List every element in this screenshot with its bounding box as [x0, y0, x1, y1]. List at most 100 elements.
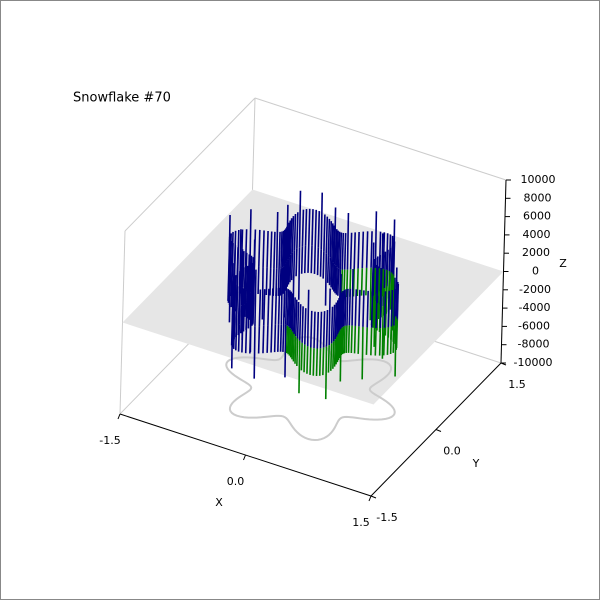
surface-strip: [311, 209, 314, 246]
surface-strip: [258, 289, 262, 327]
z-tick-label: 8000: [524, 191, 552, 204]
surface-strip: [292, 250, 296, 279]
surface-strip: [241, 325, 244, 353]
x-tick-label: -1.5: [99, 434, 120, 447]
zero-plane: [122, 189, 504, 405]
surface-strip: [395, 318, 398, 347]
surface-strip: [376, 303, 379, 331]
surface-strip: [288, 328, 291, 356]
surface-strip: [332, 341, 335, 369]
surface-strip: [356, 268, 359, 297]
surface-strip: [333, 207, 337, 265]
surface-strip: [307, 208, 311, 246]
surface-strip: [297, 247, 301, 300]
surface-strip: [335, 267, 338, 295]
surface-strip: [333, 264, 336, 292]
surface-strip: [249, 209, 252, 266]
surface-strip: [328, 288, 331, 346]
surface-strip: [366, 290, 369, 328]
surface-strip: [306, 346, 309, 374]
surface-strip: [296, 338, 299, 367]
surface-strip: [312, 348, 315, 376]
surface-strip: [358, 289, 361, 327]
surface-strip: [295, 248, 298, 277]
surface-strip: [228, 277, 232, 306]
surface-strip: [369, 267, 372, 321]
surface-strip: [307, 245, 310, 273]
surface-strip: [322, 311, 326, 348]
surface-strip: [304, 209, 308, 246]
surface-strip: [336, 230, 339, 268]
surface-strip: [271, 288, 274, 326]
surface-strip: [287, 222, 290, 260]
surface-strip: [394, 279, 398, 317]
surface-strip: [233, 284, 237, 322]
surface-strip: [320, 192, 324, 250]
surface-strip: [332, 225, 336, 263]
surface-strip: [388, 234, 392, 272]
surface-strip: [269, 231, 273, 269]
surface-strip: [275, 211, 279, 269]
surface-strip: [269, 268, 272, 296]
surface-strip: [274, 288, 278, 325]
surface-strip: [232, 321, 236, 349]
surface-strip: [392, 325, 395, 353]
surface-strip: [309, 310, 313, 348]
surface-strip: [378, 231, 382, 269]
surface-strip: [334, 265, 337, 294]
surface-strip: [232, 263, 235, 320]
surface-strip: [377, 291, 381, 320]
surface-strip: [370, 291, 374, 328]
surface-strip: [284, 228, 287, 266]
surface-strip: [280, 231, 283, 269]
surface-strip: [283, 229, 286, 267]
surface-strip: [287, 257, 290, 285]
surface-strip: [227, 275, 230, 303]
surface-strip: [329, 343, 333, 371]
surface-strip: [303, 245, 307, 274]
surface-strip: [357, 326, 360, 354]
surface-strip: [393, 288, 396, 326]
surface-strip: [291, 331, 294, 360]
surface-strip: [318, 348, 322, 376]
surface-strip: [294, 299, 298, 337]
surface-strip: [285, 325, 289, 354]
pane-edge: [254, 97, 507, 181]
surface-strip: [278, 231, 281, 269]
surface-strip: [341, 232, 345, 270]
surface-strip: [249, 326, 252, 354]
surface-strip: [315, 348, 319, 377]
surface-strip: [340, 327, 343, 356]
surface-strip: [282, 324, 285, 352]
surface-strip: [257, 266, 260, 295]
surface-strip: [341, 326, 345, 355]
surface-strip: [385, 233, 389, 270]
surface-strip: [325, 310, 329, 347]
surface-strip: [389, 326, 393, 355]
x-tick: [368, 495, 372, 502]
surface-strip: [327, 345, 330, 373]
surface-strip: [387, 290, 390, 328]
z-tick-label: 2000: [522, 246, 550, 259]
surface-strip: [237, 324, 241, 352]
surface-strip: [345, 269, 349, 298]
surface-strip: [242, 251, 245, 288]
surface-strip: [313, 246, 317, 274]
surface-strip: [241, 288, 245, 326]
surface-strip: [353, 325, 357, 354]
surface-strip: [339, 328, 342, 382]
surface-strip: [390, 272, 393, 300]
surface-strip: [337, 231, 341, 269]
surface-strip: [375, 291, 378, 329]
x-tick: [243, 454, 246, 461]
surface-strip: [288, 220, 291, 258]
surface-strip: [282, 287, 286, 325]
surface-strip: [300, 342, 303, 371]
surface-strip: [382, 288, 386, 316]
surface-strip: [240, 249, 244, 306]
surface-strip: [365, 267, 368, 296]
z-tick-label: -2000: [519, 283, 551, 296]
surface-strip: [335, 229, 338, 266]
surface-strip: [289, 218, 293, 255]
